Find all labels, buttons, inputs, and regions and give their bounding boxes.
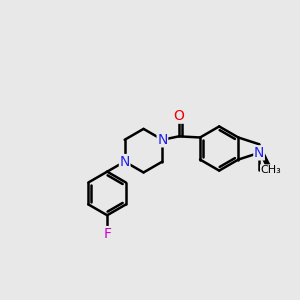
Text: N: N: [254, 146, 264, 160]
Text: O: O: [173, 109, 184, 123]
Text: N: N: [119, 154, 130, 169]
Text: F: F: [103, 226, 111, 241]
Text: N: N: [157, 133, 168, 147]
Text: CH₃: CH₃: [260, 165, 281, 175]
